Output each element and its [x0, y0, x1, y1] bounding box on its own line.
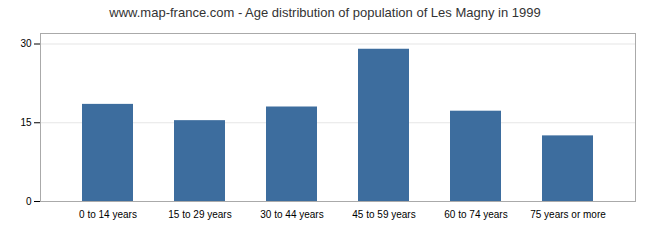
svg-text:15 to 29 years: 15 to 29 years — [168, 209, 231, 220]
svg-text:15: 15 — [20, 117, 32, 128]
svg-text:0 to 14 years: 0 to 14 years — [79, 209, 137, 220]
svg-text:0: 0 — [26, 196, 32, 207]
svg-text:75 years or more: 75 years or more — [530, 209, 606, 220]
svg-text:60 to 74 years: 60 to 74 years — [444, 209, 507, 220]
svg-text:30: 30 — [20, 38, 32, 49]
svg-text:45 to 59 years: 45 to 59 years — [352, 209, 415, 220]
html-text:www.map-france.com - Age distr: www.map-france.com - Age distribution of… — [109, 5, 541, 20]
svg-text:30 to 44 years: 30 to 44 years — [260, 209, 323, 220]
